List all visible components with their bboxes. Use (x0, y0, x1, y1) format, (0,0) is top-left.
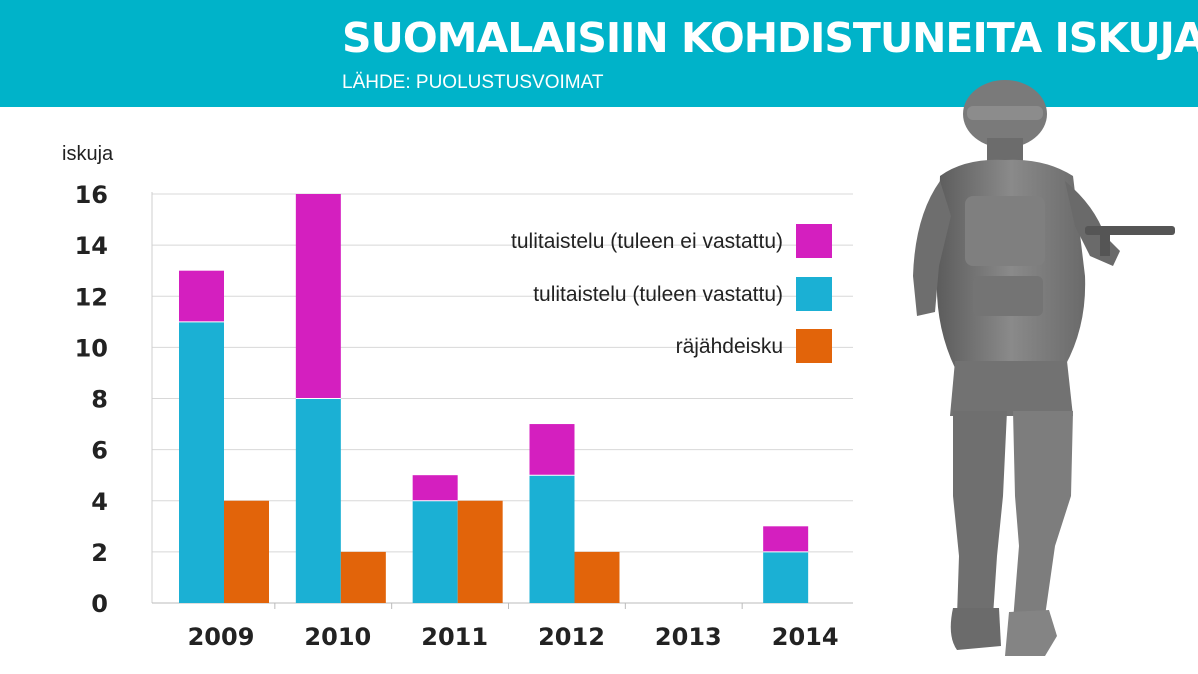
x-tick-label: 2013 (655, 623, 722, 651)
bar-explosion-2009 (224, 500, 269, 603)
x-tick-label: 2009 (188, 623, 255, 651)
bar-returned-2009 (179, 321, 224, 603)
x-tick-label: 2012 (538, 623, 605, 651)
bar-explosion-2012 (574, 551, 620, 603)
bar-returned-2011 (412, 500, 458, 603)
x-tick-label: 2014 (772, 623, 839, 651)
source-label: LÄHDE: PUOLUSTUSVOIMAT (342, 72, 604, 93)
y-tick-label: 0 (91, 590, 108, 618)
legend-label: tulitaistelu (tuleen vastattu) (533, 283, 783, 306)
bar-not-returned-2009 (179, 270, 224, 322)
bar-explosion-2010 (340, 551, 386, 603)
legend-label: tulitaistelu (tuleen ei vastattu) (511, 230, 783, 253)
y-tick-label: 10 (75, 334, 108, 362)
y-tick-label: 12 (75, 283, 108, 311)
y-tick-label: 4 (91, 488, 108, 516)
y-tick-label: 2 (91, 539, 108, 567)
bar-not-returned-2012 (529, 424, 575, 476)
y-tick-label: 6 (91, 437, 108, 465)
y-tick-label: 8 (91, 386, 108, 414)
bar-returned-2010 (295, 398, 341, 603)
legend-label: räjähdeisku (676, 335, 783, 358)
bar-returned-2012 (529, 475, 575, 603)
x-tick-label: 2011 (421, 623, 488, 651)
legend-swatch (796, 277, 832, 311)
bar-not-returned-2011 (412, 475, 458, 501)
x-tick-label: 2010 (304, 623, 371, 651)
y-tick-label: 14 (75, 232, 108, 260)
legend-swatch (796, 329, 832, 363)
y-tick-label: 16 (75, 181, 108, 209)
legend-swatch (796, 224, 832, 258)
page-title: SUOMALAISIIN KOHDISTUNEITA ISKUJA (342, 14, 1198, 62)
bar-returned-2014 (763, 551, 809, 603)
bar-not-returned-2014 (763, 526, 809, 552)
soldier-silhouette-icon (913, 80, 1175, 656)
bar-explosion-2011 (457, 500, 503, 603)
y-axis-title: iskuja (62, 143, 114, 165)
bar-not-returned-2010 (295, 194, 341, 399)
